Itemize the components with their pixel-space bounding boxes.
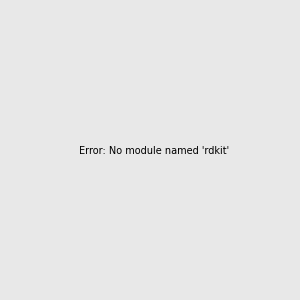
- Text: Error: No module named 'rdkit': Error: No module named 'rdkit': [79, 146, 229, 157]
